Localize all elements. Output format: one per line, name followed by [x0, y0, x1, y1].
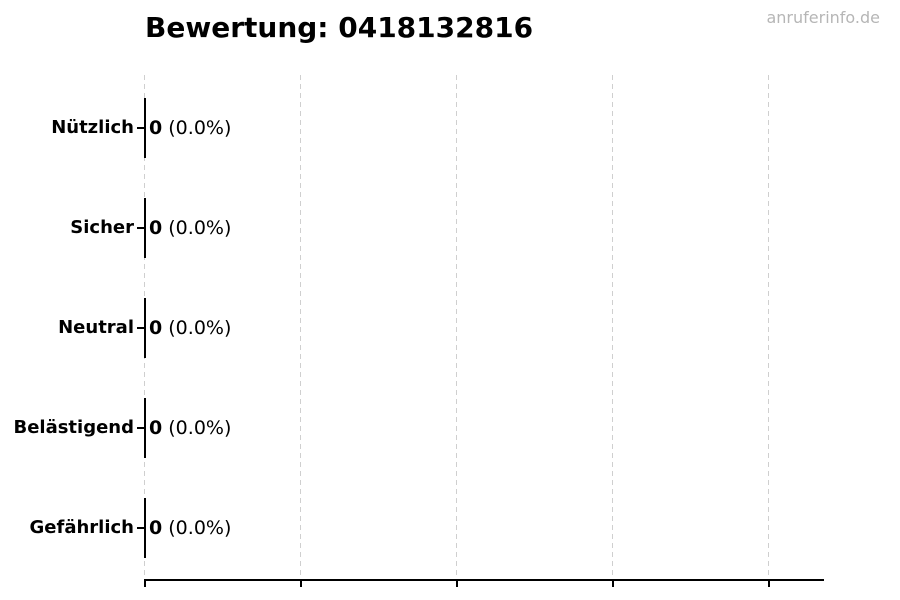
bar-value: 0: [149, 417, 163, 439]
x-axis-tick-icon: [300, 581, 302, 587]
bar-value: 0: [149, 217, 163, 239]
category-label: Belästigend: [13, 417, 134, 438]
category-row: Gefährlich 0 (0.0%): [0, 498, 900, 558]
y-axis-tick-icon: [137, 327, 144, 329]
category-row: Neutral 0 (0.0%): [0, 298, 900, 358]
gridline: [612, 75, 613, 579]
x-axis-tick-icon: [144, 581, 146, 587]
zero-value-bar: [144, 498, 146, 558]
category-label: Nützlich: [51, 117, 134, 138]
value-annotation: 0 (0.0%): [149, 98, 231, 158]
y-axis-tick-icon: [137, 227, 144, 229]
zero-value-bar: [144, 98, 146, 158]
zero-value-bar: [144, 398, 146, 458]
y-axis-tick-icon: [137, 527, 144, 529]
zero-value-bar: [144, 298, 146, 358]
gridline: [768, 75, 769, 579]
bar-percent: (0.0%): [162, 317, 232, 339]
watermark-text: anruferinfo.de: [766, 8, 880, 27]
value-annotation: 0 (0.0%): [149, 498, 231, 558]
x-axis-tick-icon: [612, 581, 614, 587]
bar-percent: (0.0%): [162, 217, 232, 239]
category-row: Sicher 0 (0.0%): [0, 198, 900, 258]
bar-percent: (0.0%): [162, 417, 232, 439]
category-label: Gefährlich: [29, 517, 134, 538]
value-annotation: 0 (0.0%): [149, 298, 231, 358]
category-label: Sicher: [70, 217, 134, 238]
y-axis-tick-icon: [137, 427, 144, 429]
zero-value-bar: [144, 198, 146, 258]
bar-percent: (0.0%): [162, 117, 232, 139]
gridline: [456, 75, 457, 579]
category-row: Belästigend 0 (0.0%): [0, 398, 900, 458]
category-row: Nützlich 0 (0.0%): [0, 98, 900, 158]
bar-value: 0: [149, 117, 163, 139]
x-axis-tick-icon: [456, 581, 458, 587]
bar-value: 0: [149, 517, 163, 539]
y-axis-tick-icon: [137, 127, 144, 129]
value-annotation: 0 (0.0%): [149, 198, 231, 258]
bar-value: 0: [149, 317, 163, 339]
value-annotation: 0 (0.0%): [149, 398, 231, 458]
x-axis-tick-icon: [768, 581, 770, 587]
bar-percent: (0.0%): [162, 517, 232, 539]
chart-title: Bewertung: 0418132816: [145, 11, 534, 44]
category-label: Neutral: [58, 317, 134, 338]
gridline: [300, 75, 301, 579]
